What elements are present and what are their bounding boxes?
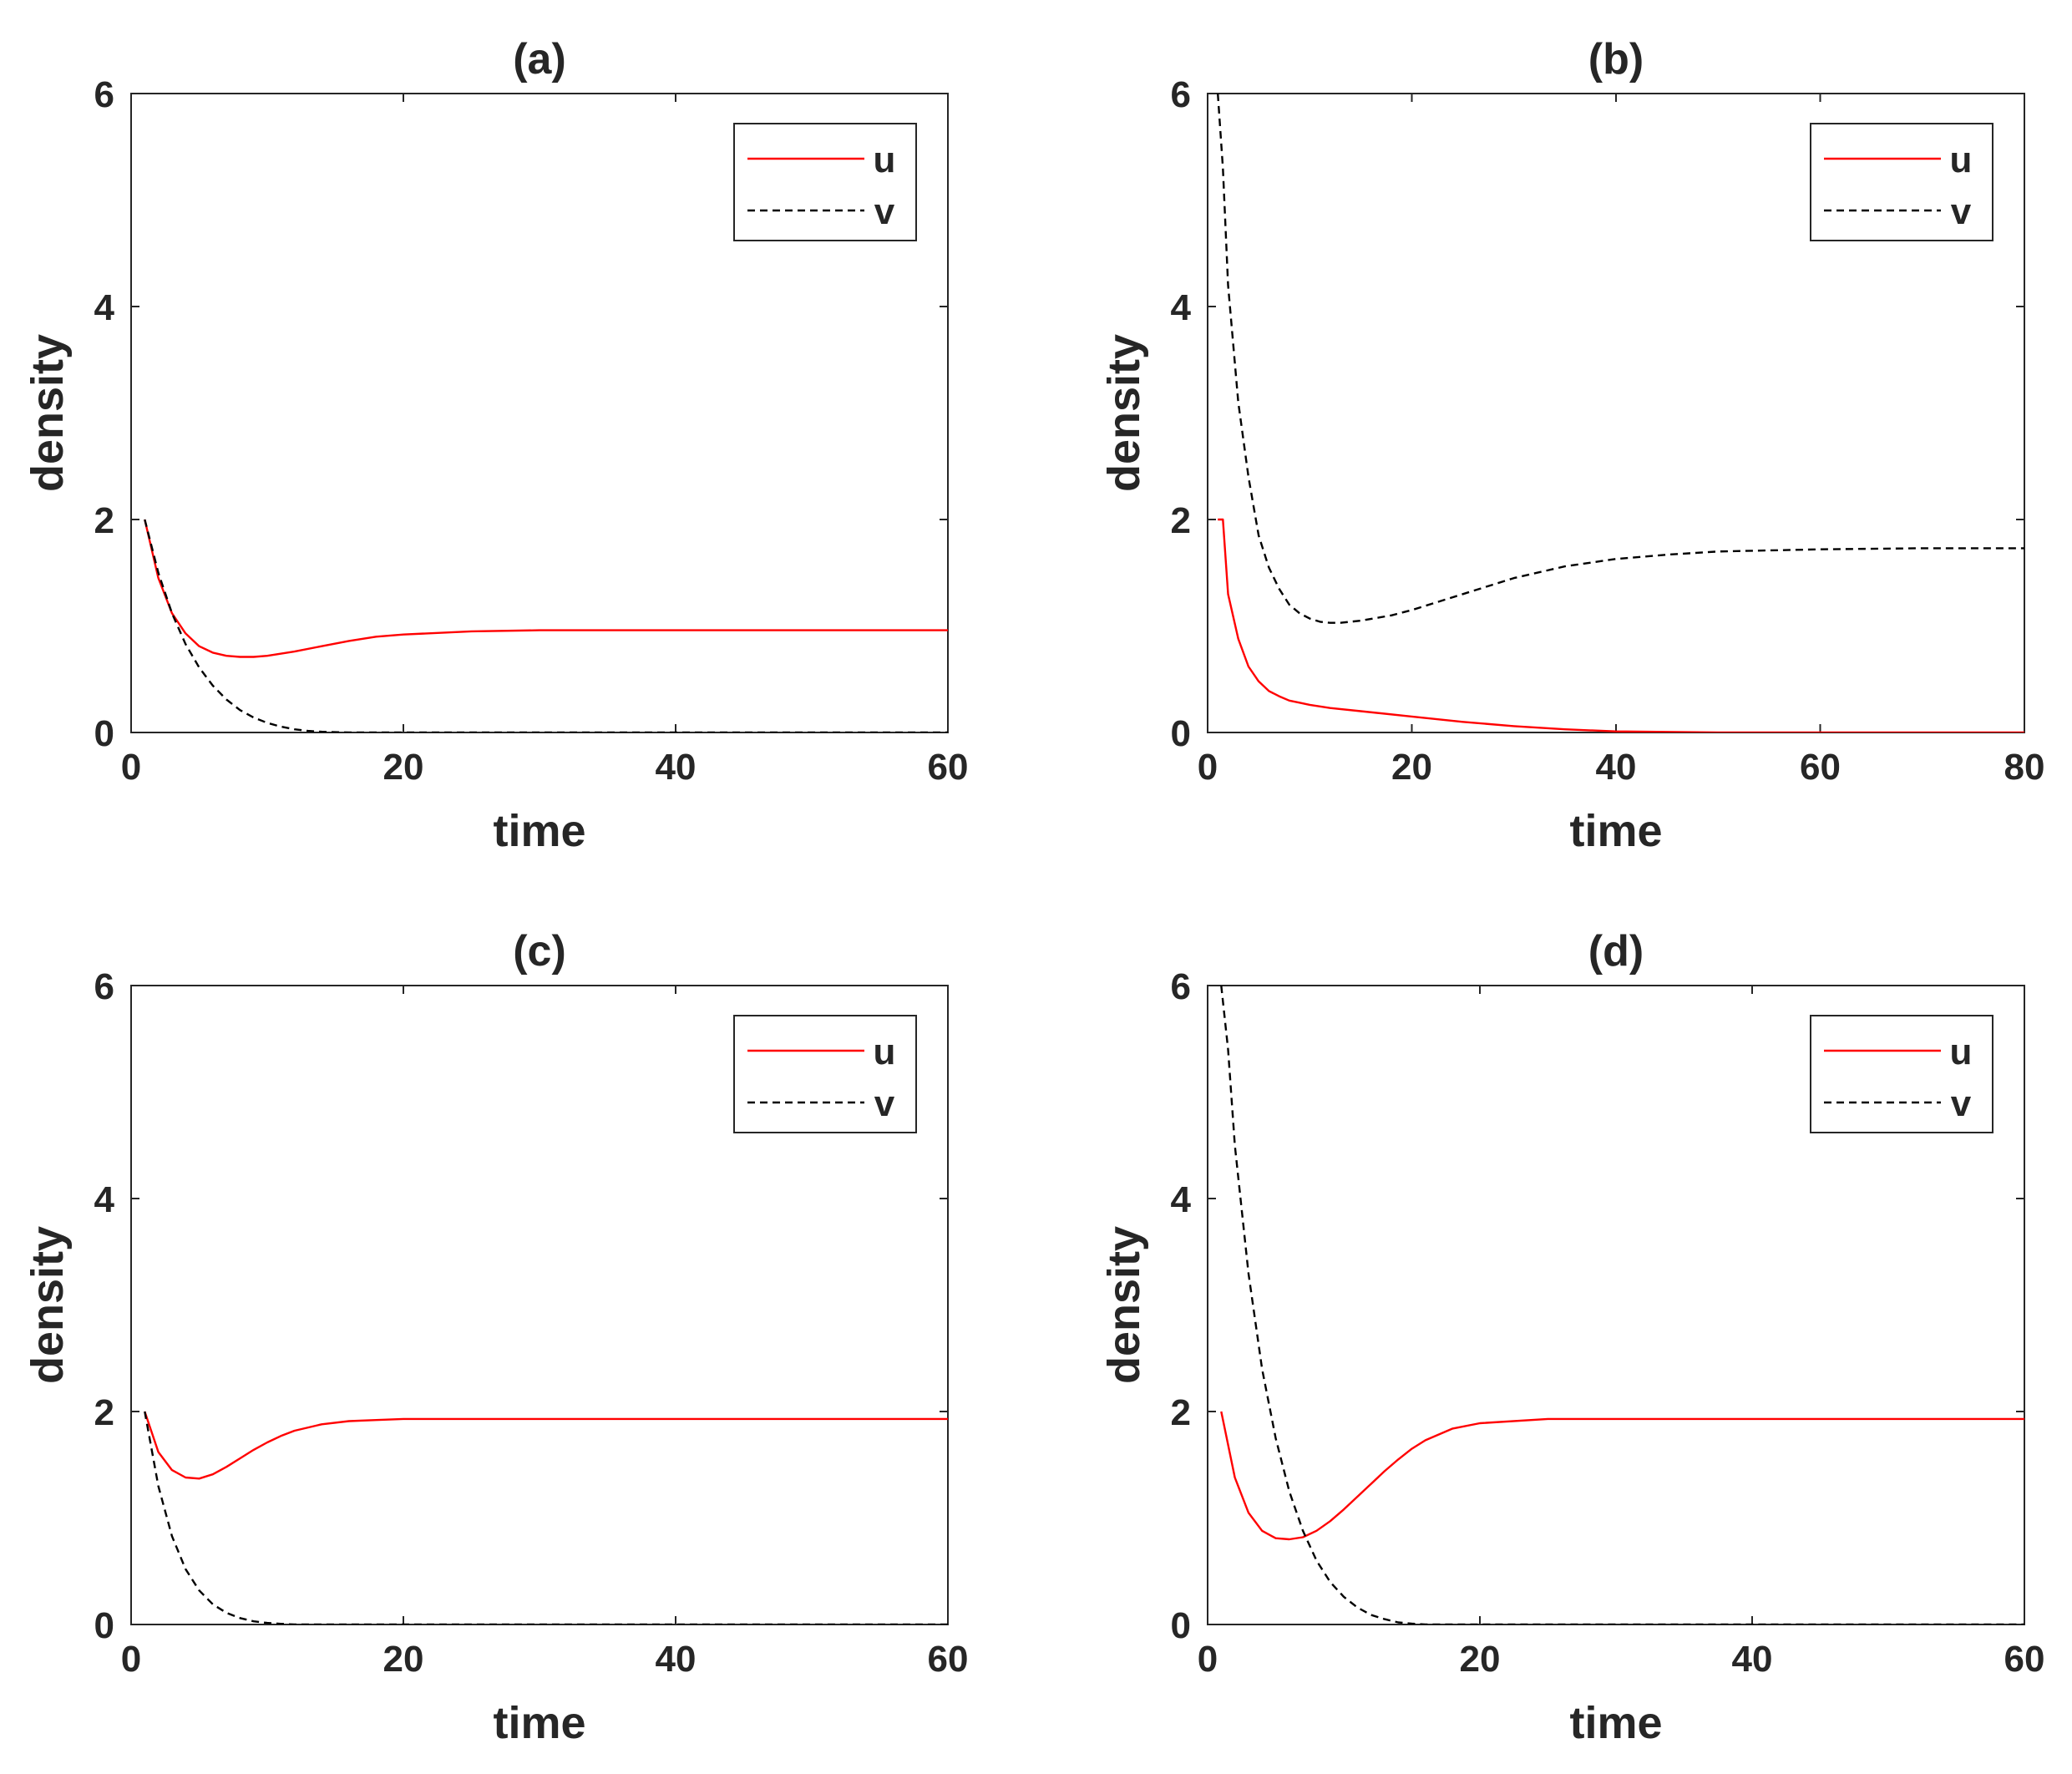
- x-tick-label: 0: [1198, 747, 1218, 788]
- y-axis-label: density: [1099, 334, 1149, 492]
- y-tick-label: 6: [94, 74, 114, 115]
- legend-label-u: u: [874, 1031, 896, 1072]
- legend-label-u: u: [1950, 1031, 1973, 1072]
- legend-box: [733, 123, 917, 241]
- series-line-v: [144, 1411, 948, 1624]
- y-tick-label: 4: [1171, 287, 1192, 328]
- panel-title: (b): [1588, 35, 1644, 84]
- x-axis-label: time: [493, 806, 585, 856]
- y-tick-label: 4: [1171, 1179, 1192, 1220]
- y-axis-label: density: [23, 334, 73, 492]
- panel-c: 0 20 40 60 0 2 4 6 (c) time density uv: [23, 927, 968, 1748]
- x-tick-label: 40: [656, 747, 697, 788]
- y-tick-label: 6: [94, 966, 114, 1007]
- legend-label-u: u: [1950, 139, 1973, 180]
- x-tick-label: 20: [383, 747, 424, 788]
- x-axis-label: time: [1569, 806, 1662, 856]
- y-tick-label: 4: [94, 287, 115, 328]
- x-tick-label: 80: [2004, 747, 2045, 788]
- legend-label-v: v: [874, 191, 895, 232]
- x-tick-label: 0: [121, 1639, 141, 1680]
- x-tick-label: 60: [2004, 1639, 2045, 1680]
- x-axis-label: time: [493, 1698, 585, 1748]
- y-tick-label: 0: [1171, 1605, 1191, 1646]
- legend-label-u: u: [874, 139, 896, 180]
- panel-a: 0 20 40 60 0 2 4 6 (a) time density uv: [23, 35, 968, 856]
- x-tick-label: 0: [121, 747, 141, 788]
- y-axis-label: density: [1099, 1226, 1149, 1384]
- panel-title: (a): [513, 35, 566, 84]
- panel-title: (c): [513, 927, 566, 976]
- legend-label-v: v: [1951, 191, 1972, 232]
- y-tick-label: 2: [1171, 500, 1191, 541]
- series-line-u: [144, 519, 948, 658]
- x-tick-label: 40: [1596, 747, 1637, 788]
- x-tick-label: 40: [1732, 1639, 1773, 1680]
- x-tick-label: 20: [383, 1639, 424, 1680]
- y-axis-label: density: [23, 1226, 73, 1384]
- x-tick-label: 40: [656, 1639, 697, 1680]
- panel-title: (d): [1588, 927, 1644, 976]
- y-tick-label: 0: [94, 713, 114, 754]
- x-tick-label: 60: [928, 1639, 969, 1680]
- panel-d: 0 20 40 60 0 2 4 6 (d) time density uv: [1099, 927, 2044, 1748]
- legend-box: [1810, 1015, 1993, 1133]
- series-line-u: [1218, 518, 2024, 732]
- legend-box: [733, 1015, 917, 1133]
- series-line-v: [144, 519, 948, 732]
- y-tick-label: 6: [1171, 74, 1191, 115]
- series-line-u: [144, 1411, 948, 1480]
- y-tick-label: 2: [94, 1392, 114, 1433]
- series-line-v: [1220, 986, 2024, 1624]
- x-tick-label: 0: [1198, 1639, 1218, 1680]
- legend-label-v: v: [1951, 1083, 1972, 1124]
- panel-b: 0 20 40 60 80 0 2 4 6 (b) time density uv: [1099, 35, 2044, 856]
- y-tick-label: 6: [1171, 966, 1191, 1007]
- series-line-v: [1217, 94, 2024, 624]
- y-tick-label: 0: [1171, 713, 1191, 754]
- x-tick-label: 20: [1460, 1639, 1501, 1680]
- x-tick-label: 60: [928, 747, 969, 788]
- legend-box: [1810, 123, 1993, 241]
- y-tick-label: 0: [94, 1605, 114, 1646]
- x-axis-label: time: [1569, 1698, 1662, 1748]
- y-tick-label: 4: [94, 1179, 115, 1220]
- y-tick-label: 2: [1171, 1392, 1191, 1433]
- y-tick-label: 2: [94, 500, 114, 541]
- x-tick-label: 60: [1800, 747, 1841, 788]
- legend-label-v: v: [874, 1083, 895, 1124]
- x-tick-label: 20: [1391, 747, 1432, 788]
- series-line-u: [1220, 1411, 2024, 1541]
